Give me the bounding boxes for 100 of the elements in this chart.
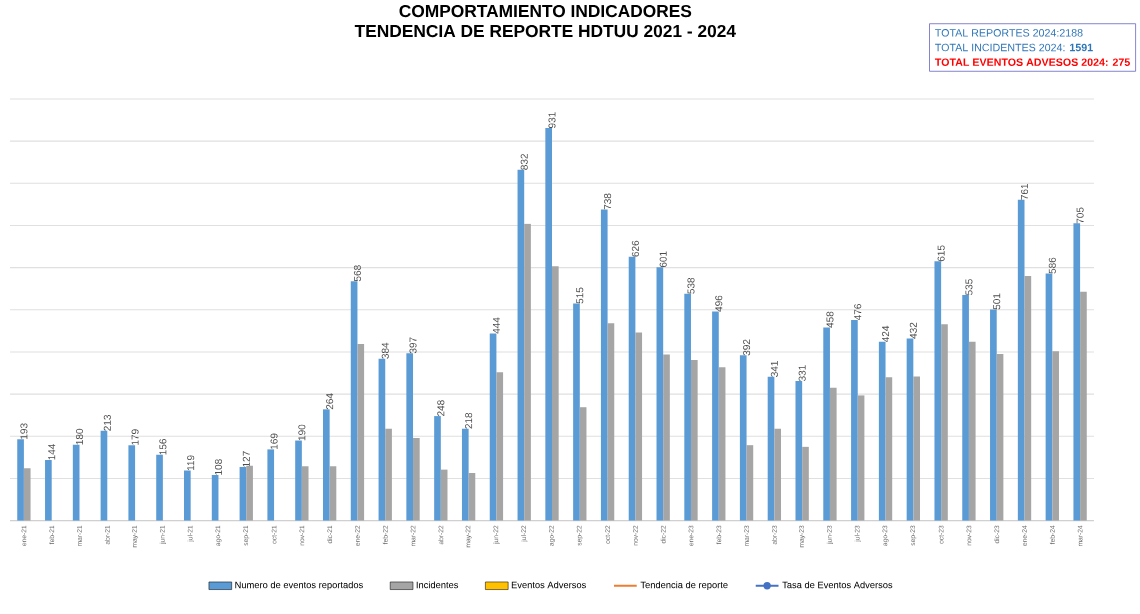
bar	[628, 256, 636, 521]
bar	[941, 324, 948, 521]
bar	[524, 223, 531, 521]
data-label: 568	[353, 265, 361, 282]
data-label: 169	[270, 433, 278, 450]
bar	[517, 169, 525, 521]
bar	[156, 454, 163, 521]
bar	[545, 128, 552, 521]
data-label: 538	[687, 277, 695, 294]
bar	[267, 449, 275, 521]
bar	[934, 261, 942, 521]
data-label: 190	[298, 424, 306, 441]
bar	[295, 440, 302, 521]
legend-label: Numero de eventos reportados	[235, 581, 363, 591]
text: TOTAL INCIDENTES 2024: 1591	[935, 43, 1093, 52]
bar	[767, 376, 775, 521]
bar	[1017, 199, 1025, 521]
data-label: 392	[743, 339, 751, 356]
data-label: 218	[465, 412, 473, 429]
bar	[712, 311, 719, 521]
data-label: 832	[520, 154, 528, 170]
data-label: 341	[770, 361, 778, 377]
data-label: 535	[965, 279, 973, 296]
legend-label: Incidentes	[416, 581, 459, 589]
bar	[385, 428, 392, 521]
bar	[600, 209, 608, 521]
data-label: 586	[1048, 257, 1056, 274]
data-label: 213	[103, 414, 111, 431]
data-label: 515	[576, 287, 584, 304]
data-label: 626	[631, 240, 639, 257]
bar	[990, 309, 997, 521]
bar	[1024, 276, 1032, 521]
data-label: 738	[604, 193, 612, 210]
bar	[607, 323, 615, 521]
bar	[739, 355, 747, 521]
data-label: 264	[326, 393, 334, 410]
bar	[656, 267, 664, 521]
bar	[489, 333, 497, 521]
data-label: 458	[826, 311, 834, 328]
bar	[1052, 351, 1059, 521]
bar	[885, 377, 893, 521]
bar	[17, 439, 24, 521]
bar	[552, 266, 559, 521]
legend-label: Tasa de Eventos Adversos	[782, 581, 893, 589]
bar	[1073, 223, 1081, 521]
bar	[1080, 291, 1087, 521]
data-label: 615	[937, 245, 945, 262]
bar	[45, 459, 52, 521]
bar	[301, 466, 309, 521]
bar	[573, 303, 580, 521]
bar	[635, 332, 643, 521]
data-label: 331	[798, 365, 806, 382]
data-label: 127	[242, 451, 250, 467]
bar	[322, 409, 330, 521]
data-label: 179	[131, 429, 139, 445]
data-label: 444	[492, 317, 500, 334]
bar	[878, 341, 886, 521]
bar	[434, 416, 441, 521]
bar	[184, 470, 191, 521]
text: TOTAL EVENTOS ADVESOS 2024: 275	[934, 58, 1130, 66]
bar	[996, 354, 1004, 521]
bar	[128, 445, 136, 521]
data-label: 931	[548, 112, 556, 128]
bar	[496, 372, 504, 521]
bar	[663, 354, 670, 521]
data-label: 156	[159, 439, 167, 455]
bar	[684, 293, 691, 521]
bar	[350, 281, 358, 521]
bar	[857, 395, 865, 521]
bar	[913, 376, 920, 521]
data-label: 496	[715, 295, 723, 312]
bar	[968, 341, 976, 521]
data-label: 432	[909, 322, 917, 339]
bar	[823, 327, 830, 521]
bar	[413, 438, 420, 521]
data-label: 193	[20, 423, 28, 439]
bar	[579, 407, 587, 521]
bar	[1045, 273, 1053, 521]
data-label: 601	[659, 251, 667, 268]
text: TOTAL REPORTES 2024:2188	[935, 29, 1083, 37]
data-label: 424	[882, 325, 890, 343]
data-label: 501	[993, 293, 1001, 310]
data-label: 761	[1020, 183, 1029, 200]
chart-title: COMPORTAMIENTO INDICADORES TENDENCIA DE REPORTE HDTUU 2021 - 2024	[354, 4, 736, 38]
data-label: 397	[409, 337, 417, 354]
bar	[774, 428, 782, 521]
bar	[802, 446, 809, 521]
bar	[795, 381, 803, 521]
data-label: 384	[381, 342, 389, 359]
legend-label: Eventos Adversos	[511, 581, 586, 589]
data-label: 705	[1076, 207, 1084, 224]
bar	[357, 343, 365, 521]
bar	[851, 319, 858, 521]
bar	[829, 387, 837, 521]
data-label: 119	[187, 455, 195, 471]
bar	[690, 359, 698, 521]
data-label: 144	[48, 443, 56, 460]
legend-label: Tendencia de reporte	[640, 581, 728, 591]
bar	[718, 367, 726, 521]
data-label: 248	[437, 400, 445, 416]
